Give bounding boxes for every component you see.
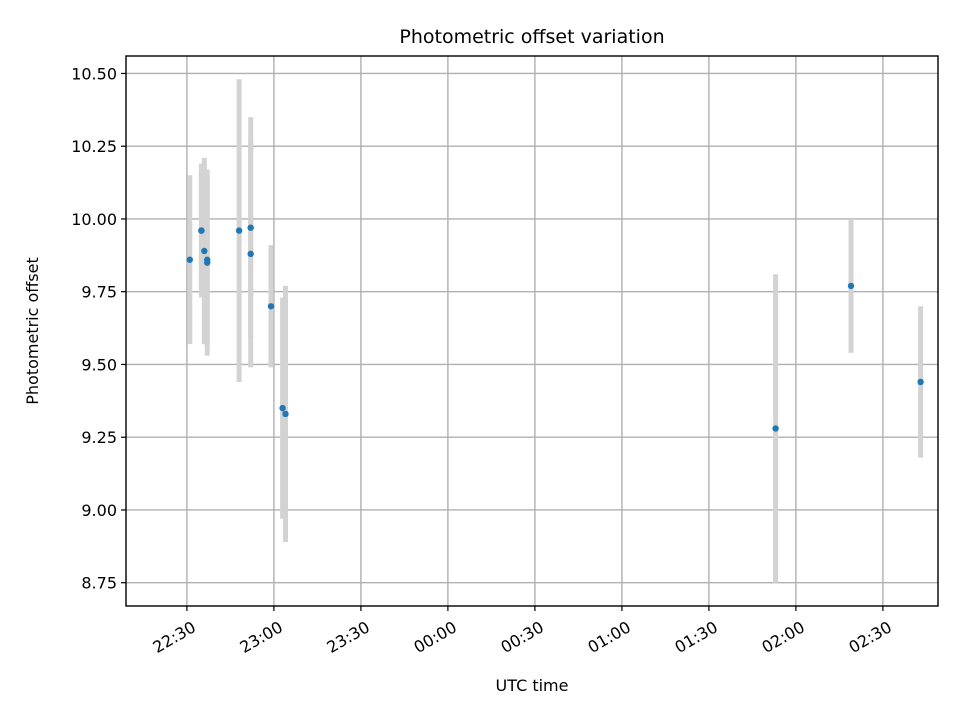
x-tick-label: 01:00 (584, 617, 633, 657)
data-points (186, 224, 924, 432)
data-point (247, 224, 254, 231)
data-point (267, 303, 275, 310)
data-point (282, 410, 289, 418)
error-bars (187, 79, 924, 583)
x-axis-ticks: 22:30 23:00 23:30 00:00 00:30 01:00 01:30 02:00… (149, 606, 895, 657)
x-tick-label: 02:00 (758, 617, 807, 657)
data-point (247, 250, 254, 258)
y-axis-title: Photometric offset (23, 257, 42, 405)
grid (126, 56, 938, 606)
data-point (917, 378, 924, 386)
data-point (198, 227, 205, 234)
x-tick-label: 23:00 (236, 617, 285, 657)
data-point (186, 256, 193, 263)
plot-frame (125, 55, 939, 607)
x-tick-label: 00:00 (410, 617, 459, 657)
data-point (204, 259, 211, 266)
data-point (235, 227, 243, 234)
y-tick-label: 10.00 (71, 210, 117, 229)
data-point (279, 404, 286, 412)
chart-title: Photometric offset variation (399, 26, 664, 48)
data-point (772, 425, 779, 432)
y-tick-label: 9.25 (81, 428, 117, 447)
x-tick-label: 00:30 (497, 617, 546, 657)
x-tick-label: 23:30 (323, 617, 372, 657)
x-tick-label: 22:30 (149, 617, 198, 657)
y-tick-label: 10.25 (71, 137, 117, 156)
y-tick-label: 9.50 (81, 355, 117, 374)
y-tick-label: 10.50 (71, 64, 117, 83)
y-tick-label: 8.75 (81, 574, 117, 593)
x-tick-label: 02:30 (845, 617, 894, 657)
x-tick-label: 01:30 (671, 617, 720, 657)
data-point (847, 282, 855, 290)
y-tick-label: 9.00 (81, 501, 117, 520)
x-axis-title: UTC time (496, 676, 569, 695)
data-point (201, 247, 208, 255)
y-axis-ticks: 8.75 9.00 9.25 9.50 9.75 10.00 10.25 10.50 (71, 64, 126, 593)
y-tick-label: 9.75 (81, 283, 117, 302)
